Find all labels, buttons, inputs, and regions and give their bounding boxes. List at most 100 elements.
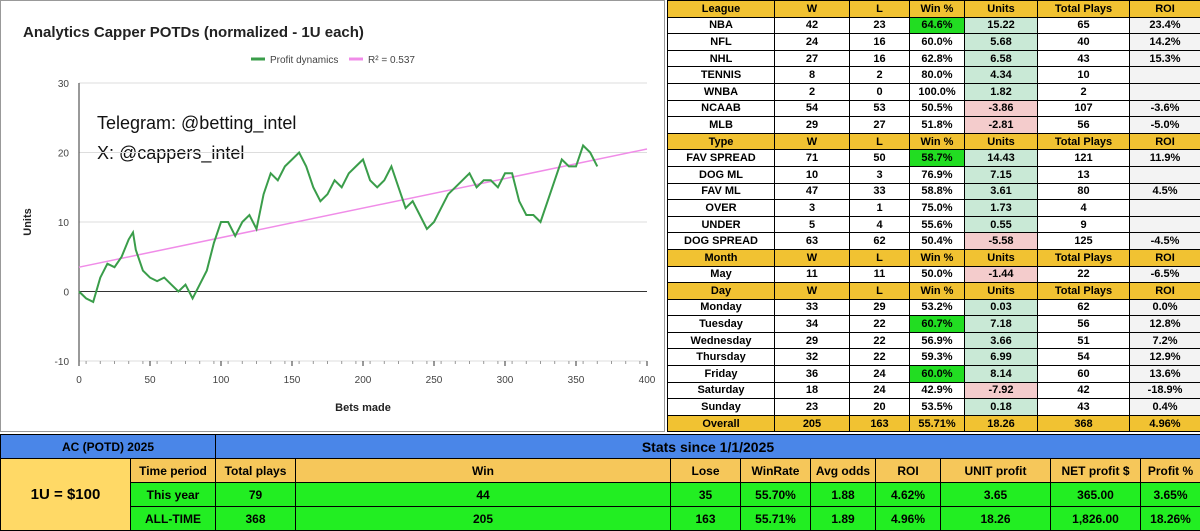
cell: 43	[1038, 50, 1130, 67]
cell: 13	[1038, 166, 1130, 183]
y-tick-label: 10	[58, 218, 70, 229]
cell: 79	[216, 483, 296, 507]
cell: 18.26%	[1141, 507, 1200, 531]
cell: 7.2%	[1130, 332, 1200, 349]
cell: 80.0%	[910, 67, 965, 84]
cell: -3.86	[965, 100, 1038, 117]
x-tick-label: 200	[355, 375, 372, 386]
cell: 55.71%	[741, 507, 811, 531]
cell: 11	[775, 266, 850, 283]
header-cell: ROI	[876, 459, 941, 483]
cell: 0.0%	[1130, 299, 1200, 316]
cell: Friday	[668, 366, 775, 383]
cell: 59.3%	[910, 349, 965, 366]
cell: 15.22	[965, 17, 1038, 34]
header-cell: Total Plays	[1038, 133, 1130, 150]
header-cell: Month	[668, 249, 775, 266]
cell: 24	[775, 34, 850, 51]
cell: 27	[850, 117, 910, 134]
cell: -18.9%	[1130, 382, 1200, 399]
cell: 53.5%	[910, 399, 965, 416]
overall-cell: 368	[1038, 415, 1130, 432]
cell: -2.81	[965, 117, 1038, 134]
header-cell: Units	[965, 1, 1038, 18]
cell: 13.6%	[1130, 366, 1200, 383]
cell: 205	[296, 507, 671, 531]
cell: 163	[671, 507, 741, 531]
cell: 4	[850, 216, 910, 233]
cell: 18	[775, 382, 850, 399]
cell: 8.14	[965, 366, 1038, 383]
cell: 1	[850, 200, 910, 217]
cell: 55.70%	[741, 483, 811, 507]
cell: 34	[775, 316, 850, 333]
cell: 62	[850, 233, 910, 250]
cell: 11.9%	[1130, 150, 1200, 167]
header-cell: ROI	[1130, 283, 1200, 300]
cell: 60.0%	[910, 366, 965, 383]
cell: 24	[850, 366, 910, 383]
header-cell: Total plays	[216, 459, 296, 483]
cell: 54	[775, 100, 850, 117]
header-cell: ROI	[1130, 1, 1200, 18]
header-cell: W	[775, 249, 850, 266]
cell: 22	[850, 316, 910, 333]
cell: OVER	[668, 200, 775, 217]
cell: 3.65%	[1141, 483, 1200, 507]
header-cell: WinRate	[741, 459, 811, 483]
header-cell: Win	[296, 459, 671, 483]
legend-label: R² = 0.537	[368, 55, 415, 66]
cell: 36	[775, 366, 850, 383]
y-tick-label: -10	[55, 357, 70, 368]
cell: 16	[850, 34, 910, 51]
header-cell: Win %	[910, 283, 965, 300]
header-cell: W	[775, 283, 850, 300]
header-cell: W	[775, 1, 850, 18]
header-cell: Type	[668, 133, 775, 150]
cell: Sunday	[668, 399, 775, 416]
cell: 12.9%	[1130, 349, 1200, 366]
cell: 20	[850, 399, 910, 416]
cell: 42	[1038, 382, 1130, 399]
cell: 125	[1038, 233, 1130, 250]
cell: 0.03	[965, 299, 1038, 316]
cell: 12.8%	[1130, 316, 1200, 333]
cell: 60.0%	[910, 34, 965, 51]
cell: 55.6%	[910, 216, 965, 233]
x-tick-label: 0	[76, 375, 82, 386]
header-cell: Units	[965, 249, 1038, 266]
cell: 16	[850, 50, 910, 67]
header-cell: Day	[668, 283, 775, 300]
cell: 1.82	[965, 83, 1038, 100]
header-cell: L	[850, 249, 910, 266]
header-cell: L	[850, 283, 910, 300]
cell: 3.66	[965, 332, 1038, 349]
cell: 0.18	[965, 399, 1038, 416]
cell: 47	[775, 183, 850, 200]
summary-title: AC (POTD) 2025	[1, 435, 216, 459]
cell: 0.55	[965, 216, 1038, 233]
cell: 33	[850, 183, 910, 200]
cell: 2	[1038, 83, 1130, 100]
cell: 4.34	[965, 67, 1038, 84]
cell: 58.7%	[910, 150, 965, 167]
unit-cell: 1U = $100	[1, 459, 131, 531]
cell	[1130, 216, 1200, 233]
cell: 60.7%	[910, 316, 965, 333]
cell: 4.62%	[876, 483, 941, 507]
cell: 80	[1038, 183, 1130, 200]
cell: 44	[296, 483, 671, 507]
cell: 365.00	[1051, 483, 1141, 507]
